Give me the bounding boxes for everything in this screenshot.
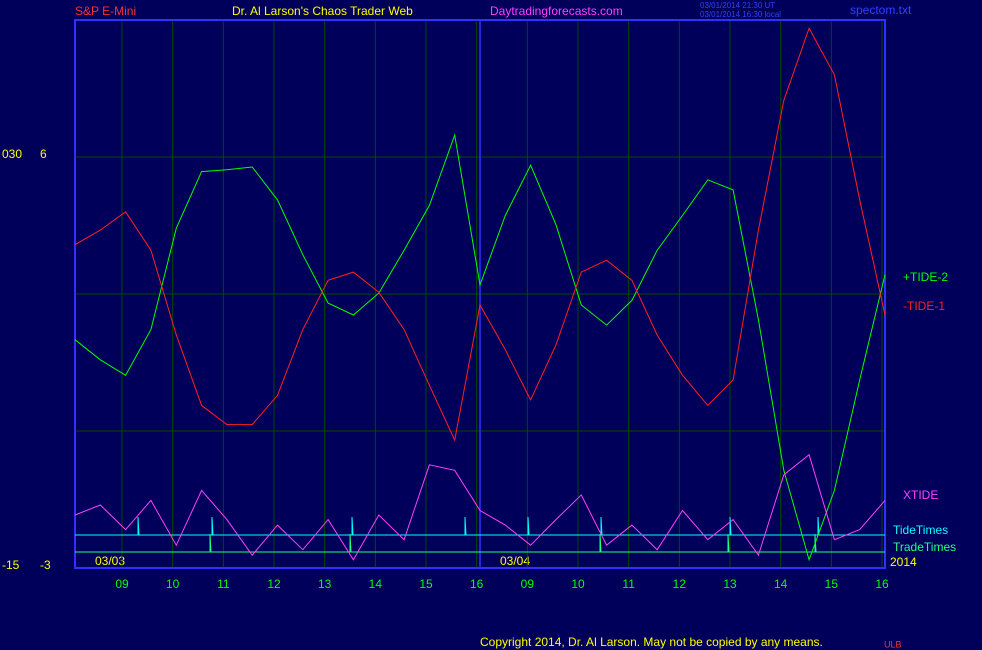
chart-title: Dr. Al Larson's Chaos Trader Web [232,4,413,18]
tide-times-line [75,516,885,536]
stamp: 03/01/2014 16:30 local [700,10,781,19]
date-label: 03/04 [500,554,530,568]
x-tick-label: 12 [673,577,687,591]
x-tick-label: 14 [774,577,788,591]
x-tick-label: 12 [267,577,281,591]
file-name: spectom.txt [850,3,912,17]
x-tick-label: 15 [825,577,839,591]
copyright: Copyright 2014, Dr. Al Larson. May not b… [480,635,823,649]
x-tick-label: 15 [419,577,433,591]
legend-label: TradeTimes [893,540,956,554]
y2-tick-label: 6 [40,147,47,161]
series-line [74,453,886,561]
y2-tick-label: -3 [40,558,51,572]
x-tick-label: 09 [115,577,129,591]
x-tick-label: 16 [470,577,484,591]
grid [74,19,886,569]
year-label: 2014 [890,555,917,569]
legend-label: TideTimes [893,523,948,537]
stamp: 03/01/2014 21:30 UT [700,1,775,10]
series-line [74,26,886,442]
plot-frame [74,19,886,569]
series-line [74,133,886,562]
x-tick-label: 11 [217,577,230,591]
trade-times-line [75,533,885,553]
marks [74,26,886,562]
legend-label: XTIDE [903,488,938,502]
x-tick-label: 10 [571,577,585,591]
instrument: S&P E-Mini [75,4,136,18]
y-tick-label: 030 [2,147,22,161]
website: Daytradingforecasts.com [490,4,623,18]
y-tick-label: -15 [2,558,20,572]
x-tick-label: 16 [875,577,889,591]
x-tick-label: 10 [166,577,180,591]
corner-tag: ULB [884,639,902,649]
x-tick-label: 13 [723,577,737,591]
x-tick-label: 09 [521,577,535,591]
date-label: 03/03 [95,554,125,568]
x-tick-label: 14 [369,577,383,591]
x-tick-label: 11 [622,577,635,591]
x-tick-label: 13 [318,577,332,591]
legend-label: -TIDE-1 [903,299,945,313]
legend-label: +TIDE-2 [903,270,948,284]
